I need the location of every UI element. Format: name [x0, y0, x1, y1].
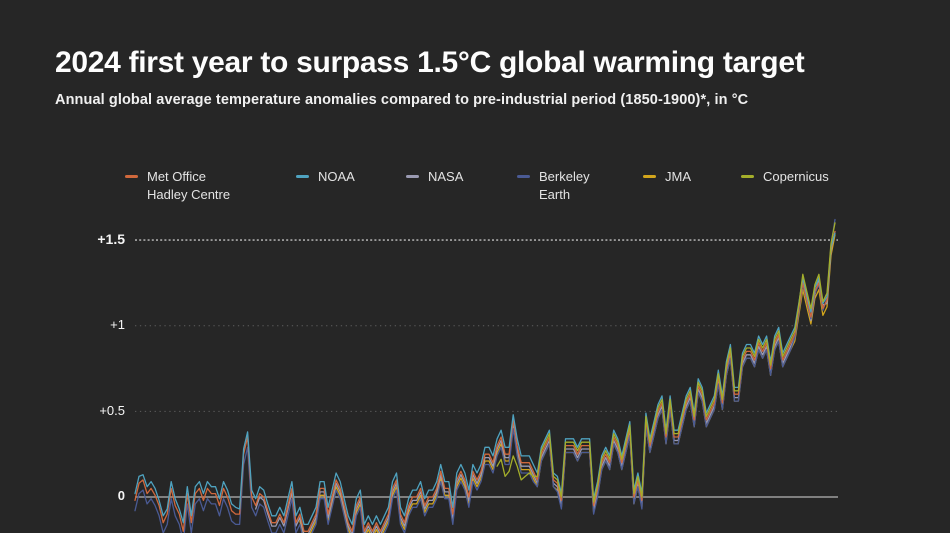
legend-item-met-office: Met Office Hadley Centre [125, 168, 245, 204]
line-dash-icon [517, 175, 530, 178]
legend-label: NOAA [318, 169, 355, 184]
legend-item-noaa: NOAA [296, 168, 355, 186]
series-line-met-office-hadley-centre [134, 230, 836, 532]
series-line-nasa [255, 230, 836, 533]
legend-label: Copernicus [763, 169, 829, 184]
line-dash-icon [125, 175, 138, 178]
chart-subtitle: Annual global average temperature anomal… [55, 92, 749, 108]
legend-label: JMA [665, 169, 691, 184]
legend-item-nasa: NASA [406, 168, 463, 186]
ytick-label-1-5: +1.5 [97, 231, 125, 247]
line-dash-icon [741, 175, 754, 178]
line-dash-icon [296, 175, 309, 178]
legend-label: Berkeley Earth [539, 169, 590, 202]
legend-item-copernicus: Copernicus [741, 168, 829, 186]
legend-item-berkeley-earth: Berkeley Earth [517, 168, 617, 204]
series-line-copernicus [496, 222, 836, 503]
legend-item-jma: JMA [643, 168, 691, 186]
line-dash-icon [406, 175, 419, 178]
ytick-label-0-5: +0.5 [99, 403, 125, 418]
legend-label: Met Office Hadley Centre [147, 169, 231, 202]
series-line-noaa [134, 232, 836, 526]
legend-label: NASA [428, 169, 464, 184]
line-dash-icon [643, 175, 656, 178]
series-line-jma [299, 234, 836, 533]
ytick-label-0: 0 [117, 488, 125, 503]
series-line-berkeley-earth [134, 218, 836, 533]
chart-title: 2024 first year to surpass 1.5°C global … [55, 46, 805, 79]
ytick-label-1: +1 [110, 317, 125, 332]
